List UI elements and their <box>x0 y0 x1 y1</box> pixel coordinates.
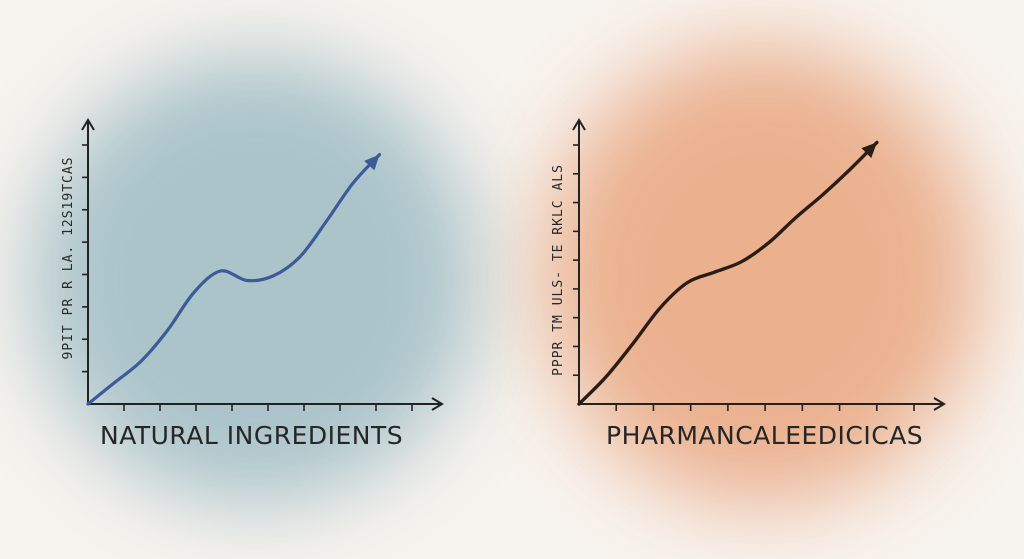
data-point <box>604 375 608 379</box>
data-point <box>325 219 329 223</box>
data-point <box>113 381 117 385</box>
pharmaceuticals-chart: PPPR TM ULS- TE RKLC ALS PHARMANCALEEDIC… <box>551 118 946 450</box>
series-arrowhead <box>364 154 380 171</box>
data-point <box>685 281 689 285</box>
data-point <box>821 193 825 197</box>
y-axis-arrowhead <box>572 118 586 131</box>
y-axis-label: PPPR TM ULS- TE RKLC ALS <box>551 164 566 376</box>
series-line <box>577 140 879 406</box>
data-point <box>219 269 223 273</box>
axes <box>572 118 946 411</box>
axis-ticks <box>573 144 915 411</box>
data-point <box>767 241 771 245</box>
data-point <box>577 402 581 406</box>
data-point <box>86 402 90 406</box>
axis-ticks <box>82 144 413 411</box>
axes <box>81 118 444 411</box>
data-point <box>631 341 635 345</box>
right-watercolor-wash <box>542 45 982 505</box>
data-point <box>192 290 196 294</box>
series-line <box>86 153 382 406</box>
data-point <box>658 306 662 310</box>
data-point <box>740 260 744 264</box>
data-point <box>139 359 143 363</box>
data-point <box>848 168 852 172</box>
y-axis-label: 9PIT PR R LA. 12S19TCAS <box>61 156 76 359</box>
y-axis-arrowhead <box>81 118 95 131</box>
data-point <box>298 255 302 259</box>
data-point <box>272 274 276 278</box>
data-point <box>351 181 355 185</box>
chart-title: NATURAL INGREDIENTS <box>100 421 403 450</box>
x-axis-arrowhead <box>431 397 444 411</box>
series-arrowhead <box>861 142 877 158</box>
data-point <box>245 279 249 283</box>
data-point <box>712 270 716 274</box>
natural-ingredients-chart: 9PIT PR R LA. 12S19TCAS NATURAL INGREDIE… <box>61 118 444 450</box>
chart-title: PHARMANCALEEDICICAS <box>606 421 923 450</box>
x-axis-arrowhead <box>933 397 946 411</box>
data-point <box>794 216 798 220</box>
data-point <box>166 328 170 332</box>
